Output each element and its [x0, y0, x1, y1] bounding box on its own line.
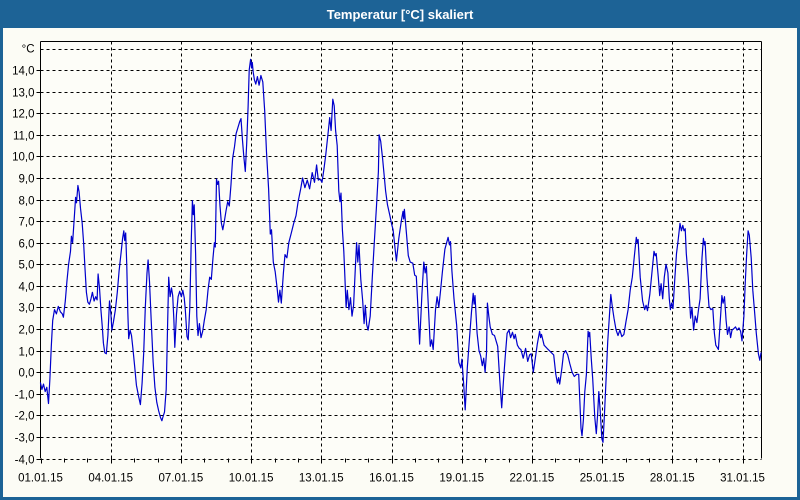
y-axis-label: 2,0 [19, 325, 35, 337]
x-axis-label: 01.01.15 [18, 473, 63, 485]
x-axis-label: 25.01.15 [580, 473, 625, 485]
x-axis-label: 10.01.15 [229, 473, 274, 485]
y-axis-unit-label: °C [22, 44, 35, 56]
y-axis-label: 7,0 [19, 217, 35, 229]
y-axis-label: 4,0 [19, 282, 35, 294]
chart-svg: 14,0 13,0 12,0 11,0 10,0 9,0 8,0 7,0 6,0 5,0 4,0 3,… [12, 41, 765, 485]
y-axis-label: 13,0 [12, 88, 34, 100]
x-axis-label: 28.01.15 [650, 473, 695, 485]
y-axis-label: 8,0 [19, 196, 35, 208]
window-title: Temperatur [°C] skaliert [326, 6, 474, 22]
y-axis-label: -3,0 [15, 433, 35, 445]
x-axis-label: 22.01.15 [510, 473, 555, 485]
y-axis-label: 6,0 [19, 239, 35, 251]
temperature-line [39, 58, 762, 443]
y-axis-label: 0,0 [19, 368, 35, 380]
y-axis-label: 14,0 [12, 66, 34, 78]
y-axis-label: -1,0 [15, 390, 35, 402]
y-axis-label: -4,0 [15, 455, 35, 467]
y-axis-label: 1,0 [19, 347, 35, 359]
y-axis-label: 3,0 [19, 303, 35, 315]
plot-background [40, 41, 762, 459]
y-axis-label: 9,0 [19, 174, 35, 186]
chart-area: 14,0 13,0 12,0 11,0 10,0 9,0 8,0 7,0 6,0 5,0 4,0 3,… [3, 28, 797, 497]
y-axis-label: 11,0 [13, 131, 35, 143]
x-axis-label: 16.01.15 [369, 473, 414, 485]
y-axis-label: 10,0 [12, 152, 34, 164]
x-axis-label: 19.01.15 [439, 473, 484, 485]
title-bar[interactable]: Temperatur [°C] skaliert [0, 0, 800, 28]
x-axis-label: 31.01.15 [720, 473, 765, 485]
y-axis-label: 12,0 [12, 109, 34, 121]
y-axis-label: -2,0 [15, 411, 35, 423]
x-axis-label: 04.01.15 [88, 473, 133, 485]
x-axis-label: 07.01.15 [159, 473, 204, 485]
x-axis-label: 13.01.15 [299, 473, 344, 485]
y-axis-label: 5,0 [19, 260, 35, 272]
